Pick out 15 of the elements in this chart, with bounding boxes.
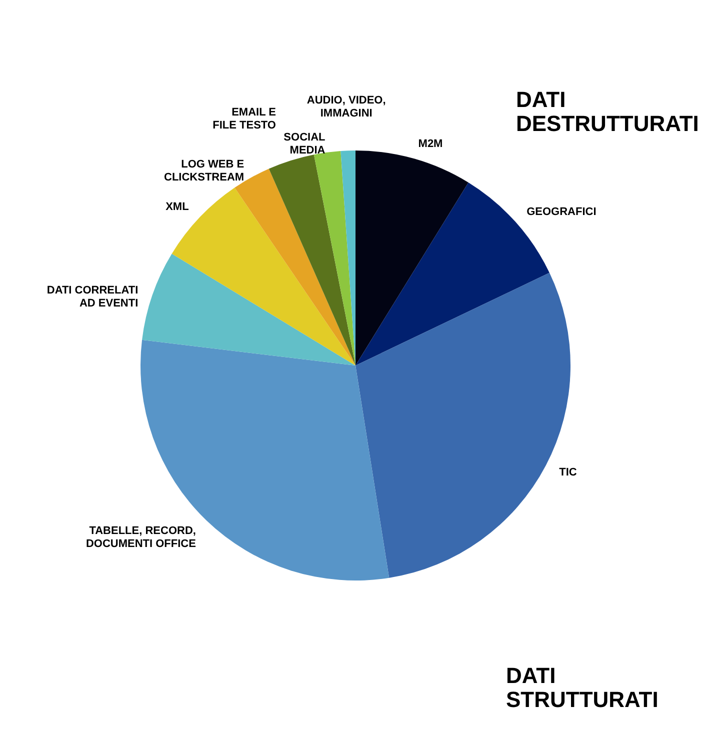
- slice-label: M2M: [418, 138, 443, 150]
- slice-label: LOG WEB E CLICKSTREAM: [164, 158, 244, 184]
- text: DATI STRUTTURATI: [506, 663, 658, 712]
- slice-label: AUDIO, VIDEO, IMMAGINI: [306, 94, 386, 120]
- slice-label: EMAIL E FILE TESTO: [212, 106, 276, 132]
- pie-slice: [356, 150, 468, 366]
- slice-label: TABELLE, RECORD, DOCUMENTI OFFICE: [86, 525, 196, 550]
- slice-label: XML: [166, 201, 190, 214]
- text: DATI DESTRUTTURATI: [516, 87, 699, 136]
- slice-label: DATI CORRELATI AD EVENTI: [46, 284, 138, 310]
- slice-label: GEOGRAFICI: [526, 206, 596, 218]
- pie-slice: [268, 154, 356, 366]
- pie-slice: [142, 254, 356, 366]
- slice-label: SOCIAL MEDIA: [284, 132, 326, 156]
- slice-label: TIC: [559, 466, 577, 478]
